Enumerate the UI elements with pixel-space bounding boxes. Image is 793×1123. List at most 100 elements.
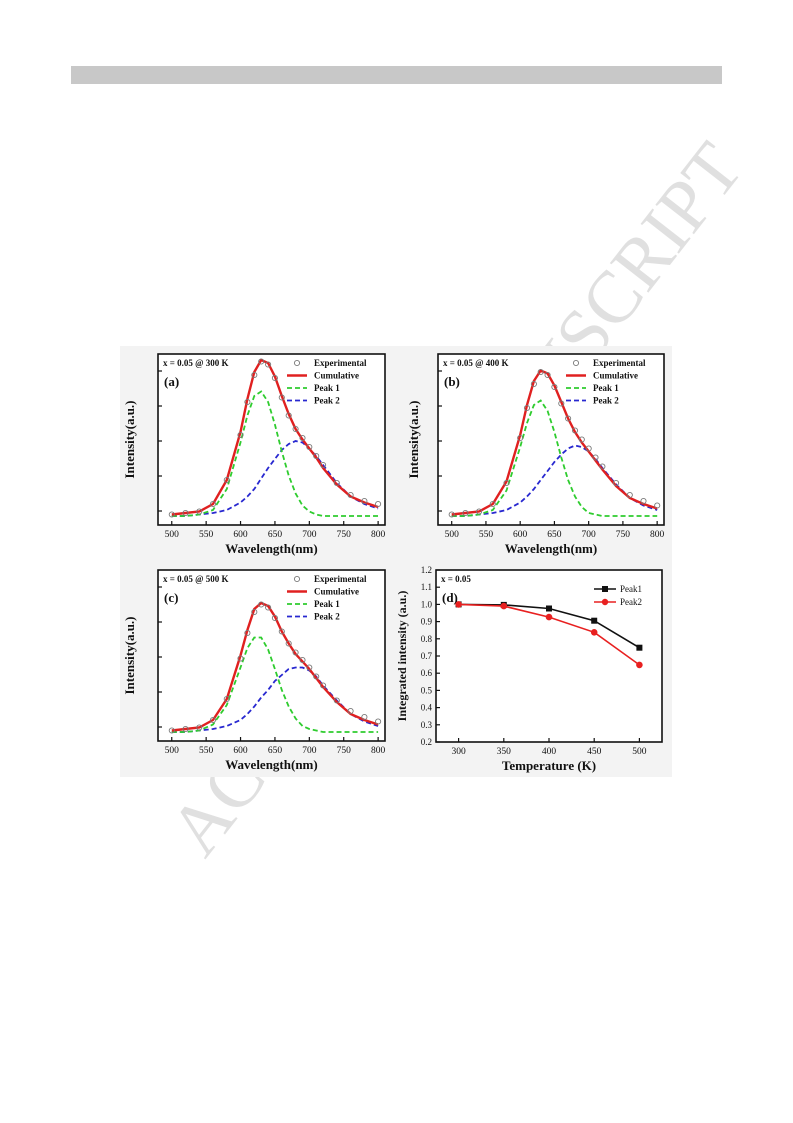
experimental-point bbox=[320, 682, 327, 689]
x-tick-label: 450 bbox=[587, 747, 602, 757]
experimental-point bbox=[347, 491, 354, 499]
experimental-point bbox=[448, 511, 455, 518]
y-tick-label: 1.2 bbox=[421, 565, 432, 575]
x-axis-label: Wavelength(nm) bbox=[505, 541, 597, 556]
experimental-point bbox=[585, 445, 592, 452]
y-axis-label: Intensity(a.u.) bbox=[122, 400, 137, 478]
series-line-cumulative bbox=[171, 358, 379, 516]
x-tick-label: 800 bbox=[371, 530, 386, 540]
y-tick-label: 0.6 bbox=[421, 668, 433, 678]
y-tick-label: 0.8 bbox=[421, 634, 433, 644]
experimental-point bbox=[271, 614, 278, 622]
legend-label: Experimental bbox=[314, 574, 367, 584]
experimental-point bbox=[258, 601, 265, 608]
x-tick-label: 700 bbox=[302, 530, 317, 540]
y-tick-label: 0.2 bbox=[421, 737, 432, 747]
series-line-cumulative bbox=[451, 368, 658, 516]
experimental-point bbox=[333, 479, 340, 487]
x-tick-label: 400 bbox=[542, 747, 557, 757]
y-tick-label: 0.4 bbox=[421, 703, 433, 713]
y-axis-label: Intensity(a.u.) bbox=[122, 616, 137, 694]
legend-marker-experimental bbox=[293, 359, 301, 367]
x-tick-label: 600 bbox=[233, 746, 248, 756]
experimental-point bbox=[320, 461, 327, 469]
experimental-point bbox=[223, 476, 230, 484]
panel-label: (c) bbox=[164, 590, 178, 605]
x-tick-label: 750 bbox=[337, 530, 352, 540]
x-tick-label: 500 bbox=[165, 746, 180, 756]
x-tick-label: 800 bbox=[371, 746, 386, 756]
legend-label: Experimental bbox=[314, 358, 367, 368]
experimental-point bbox=[209, 716, 217, 724]
experimental-point bbox=[640, 497, 647, 505]
x-tick-label: 650 bbox=[547, 530, 562, 540]
experimental-point bbox=[278, 394, 285, 401]
experimental-point bbox=[578, 436, 585, 443]
experimental-point bbox=[299, 656, 306, 664]
experimental-point bbox=[517, 434, 524, 442]
series-line-peak-2 bbox=[451, 444, 658, 517]
experimental-point bbox=[285, 640, 292, 647]
x-tick-label: 600 bbox=[233, 530, 248, 540]
panel-b: 500 550 600 650 700 750 800 Wavelength(nm) Inten… bbox=[406, 353, 665, 556]
experimental-point bbox=[347, 707, 354, 715]
x-tick-label: 750 bbox=[616, 530, 631, 540]
data-point-peak1 bbox=[636, 644, 643, 651]
x-tick-label: 650 bbox=[268, 746, 283, 756]
data-point-peak1 bbox=[591, 617, 598, 624]
series-line-peak-2 bbox=[171, 440, 379, 517]
legend-marker-experimental bbox=[572, 359, 580, 367]
x-tick-label: 300 bbox=[451, 747, 466, 757]
experimental-point bbox=[361, 713, 368, 721]
x-tick-label: 500 bbox=[632, 747, 647, 757]
data-point-peak1 bbox=[546, 605, 552, 612]
x-tick-label: 550 bbox=[199, 530, 214, 540]
experimental-point bbox=[209, 500, 217, 508]
experimental-point bbox=[523, 404, 531, 412]
page-header-bar bbox=[71, 66, 722, 84]
experimental-point bbox=[599, 463, 606, 470]
legend-marker-peak1 bbox=[602, 586, 608, 592]
experimental-point bbox=[551, 383, 558, 391]
experimental-point bbox=[244, 629, 251, 637]
experimental-point bbox=[571, 427, 579, 434]
experimental-point bbox=[592, 454, 599, 461]
y-axis-label: Integrated intensity (a.u.) bbox=[396, 591, 409, 722]
legend-label: Peak 1 bbox=[314, 383, 340, 393]
x-tick-label: 800 bbox=[650, 530, 665, 540]
legend-label: Cumulative bbox=[314, 587, 359, 597]
y-tick-label: 0.9 bbox=[421, 617, 433, 627]
experimental-point bbox=[285, 412, 292, 419]
legend-label: Peak 1 bbox=[314, 599, 340, 609]
experimental-point bbox=[375, 718, 382, 725]
x-axis-label: Wavelength(nm) bbox=[225, 757, 317, 772]
x-tick-label: 600 bbox=[513, 530, 528, 540]
condition-label: x = 0.05 @ 500 K bbox=[163, 574, 229, 584]
x-axis-label: Wavelength(nm) bbox=[225, 541, 317, 556]
legend-marker-peak2 bbox=[601, 598, 609, 606]
y-tick-label: 1.0 bbox=[421, 599, 433, 609]
experimental-point bbox=[292, 425, 299, 433]
legend-label: Peak 2 bbox=[593, 396, 619, 406]
experimental-point bbox=[375, 500, 382, 508]
legend-label: Cumulative bbox=[314, 371, 359, 381]
experimental-point bbox=[182, 509, 189, 517]
legend-label: Cumulative bbox=[593, 371, 638, 381]
series-line-peak-1 bbox=[451, 399, 658, 517]
experimental-point bbox=[654, 502, 661, 509]
x-axis-label: Temperature (K) bbox=[502, 758, 596, 773]
x-tick-label: 750 bbox=[337, 746, 352, 756]
experimental-point bbox=[244, 398, 251, 406]
legend-label: Peak2 bbox=[620, 597, 642, 607]
experimental-point bbox=[565, 415, 572, 422]
y-axis-label: Intensity(a.u.) bbox=[406, 400, 421, 478]
y-tick-label: 0.5 bbox=[421, 685, 433, 695]
experimental-point bbox=[182, 725, 189, 733]
experimental-point bbox=[237, 655, 244, 662]
y-tick-label: 1.1 bbox=[421, 582, 432, 592]
experimental-point bbox=[306, 664, 313, 671]
condition-label: x = 0.05 bbox=[441, 574, 471, 584]
experimental-point bbox=[278, 628, 285, 635]
experimental-point bbox=[306, 443, 313, 451]
panel-a: 500 550 600 650 700 750 800 Wavelength(nm) Inten… bbox=[122, 353, 386, 556]
